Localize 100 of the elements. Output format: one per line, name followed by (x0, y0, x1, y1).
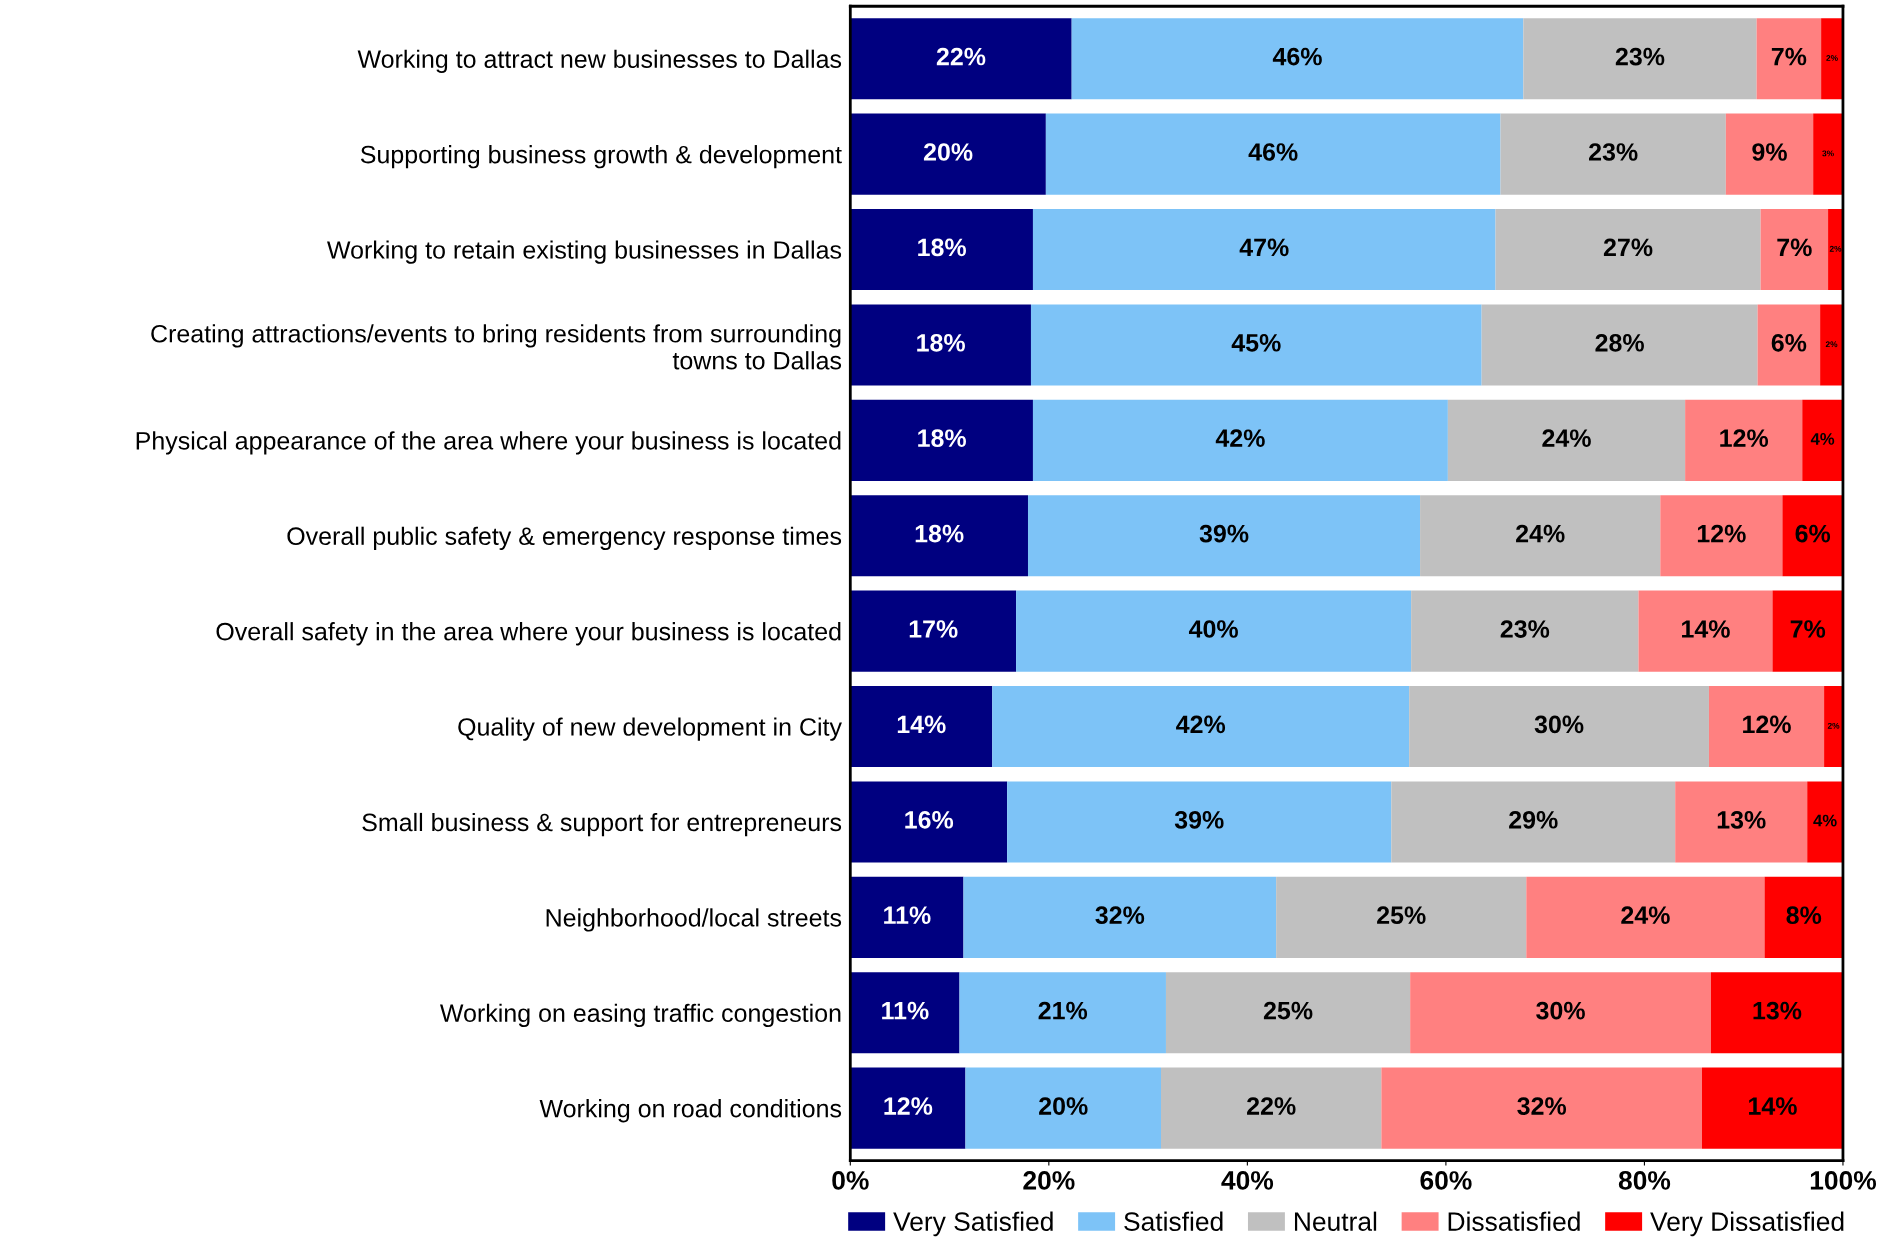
bar (1016, 590, 1412, 672)
data-label: 39% (1199, 524, 1249, 543)
data-label: 18% (915, 524, 964, 543)
data-label: 2% (1825, 341, 1838, 348)
y-tick-label: Overall safety in the area where your business is located (216, 622, 841, 646)
data-label: 12% (1697, 524, 1746, 543)
bar (1772, 590, 1843, 672)
data-label: 30% (1536, 1001, 1585, 1020)
bar (1708, 686, 1825, 768)
data-label: 25% (1263, 1001, 1313, 1020)
bar (850, 495, 1028, 577)
y-tick-label: Neighborhood/local streets (546, 908, 842, 932)
data-label: 25% (1377, 906, 1426, 925)
y-tick-label: Physical appearance of the area where your business is located (136, 431, 841, 455)
data-label: 16% (905, 810, 954, 829)
bar (1702, 1067, 1843, 1149)
data-label: 7% (1771, 47, 1807, 66)
bar (850, 972, 960, 1054)
data-label: 2% (1827, 722, 1840, 729)
data-label: 7% (1790, 620, 1826, 638)
data-label: 32% (1095, 906, 1145, 925)
data-label: 2% (1826, 55, 1838, 61)
bar (1495, 208, 1761, 291)
bar (1030, 304, 1482, 386)
bar (1447, 399, 1686, 481)
data-label: 18% (918, 429, 966, 448)
bar (850, 208, 1033, 291)
bar (1381, 1067, 1702, 1149)
bar (1760, 208, 1829, 291)
data-label: 3% (1822, 150, 1834, 157)
data-label: 20% (923, 143, 973, 161)
bar (1045, 113, 1501, 195)
bar (963, 876, 1277, 958)
data-label: 39% (1174, 810, 1224, 829)
bar (850, 1067, 966, 1149)
bar (1165, 972, 1411, 1054)
data-label: 42% (1176, 715, 1226, 734)
legend-label: Dissatisfied (1448, 1211, 1580, 1231)
bar (1276, 876, 1527, 958)
data-label: 28% (1595, 333, 1644, 352)
data-label: 7% (1777, 238, 1812, 257)
data-label: 11% (884, 906, 931, 925)
y-tick-label: Supporting business growth & development (360, 145, 842, 169)
bar (959, 972, 1166, 1054)
data-label: 6% (1771, 333, 1807, 352)
data-label: 23% (1615, 47, 1665, 66)
bar (850, 686, 993, 768)
x-tick-label: 100% (1810, 1171, 1877, 1190)
y-tick-label: Working to retain existing businesses in Dallas (327, 240, 842, 264)
data-label: 14% (897, 715, 946, 734)
bar (850, 304, 1031, 386)
bar (1032, 208, 1496, 291)
bar (1526, 876, 1765, 958)
data-label: 22% (936, 47, 986, 66)
bar (1409, 686, 1709, 768)
bar (1032, 399, 1448, 481)
legend-label: Very Dissatisfied (1650, 1211, 1844, 1237)
bar (1420, 495, 1661, 577)
data-label: 32% (1517, 1097, 1567, 1115)
data-label: 11% (882, 1001, 929, 1020)
data-label: 46% (1272, 47, 1322, 66)
bar (1481, 304, 1758, 386)
data-label: 24% (1621, 906, 1670, 925)
bar (1813, 113, 1843, 195)
legend-label: Neutral (1294, 1211, 1377, 1231)
legend-label: Satisfied (1124, 1211, 1223, 1231)
data-label: 9% (1752, 143, 1787, 161)
y-tick-label: Quality of new development in City (458, 717, 842, 741)
data-label: 20% (1039, 1097, 1088, 1115)
data-label: 4% (1813, 814, 1837, 827)
bar (1824, 686, 1843, 768)
data-label: 47% (1239, 238, 1289, 257)
bar (1820, 304, 1843, 386)
y-tick-label: Overall public safety & emergency response times (287, 526, 842, 550)
data-label: 40% (1188, 620, 1238, 638)
data-label: 29% (1509, 810, 1558, 829)
bar (1071, 18, 1524, 100)
data-label: 46% (1248, 143, 1298, 161)
bar (1391, 781, 1676, 863)
data-label: 23% (1589, 143, 1638, 161)
bar (1675, 781, 1808, 863)
bar (1710, 972, 1843, 1054)
bar (1660, 495, 1783, 577)
bar (850, 113, 1046, 195)
y-tick-label: Small business & support for entrepreneurs (362, 812, 842, 837)
bar (1764, 876, 1843, 958)
y-tick-label: Working on road conditions (539, 1099, 842, 1123)
data-label: 21% (1038, 1001, 1088, 1020)
data-label: 22% (1247, 1097, 1296, 1115)
data-label: 12% (884, 1097, 933, 1115)
data-label: 14% (1682, 620, 1730, 638)
bar (1638, 590, 1773, 672)
bar (1685, 399, 1803, 481)
data-label: 13% (1717, 810, 1766, 829)
data-label: 42% (1215, 429, 1265, 447)
data-label: 4% (1810, 433, 1835, 445)
bar (1411, 590, 1639, 672)
x-tick-label: 20% (1023, 1171, 1075, 1190)
y-tick-label: Creating attractions/events to bring residents from surrounding towns to Dallas (151, 324, 842, 370)
bar (1828, 208, 1843, 291)
